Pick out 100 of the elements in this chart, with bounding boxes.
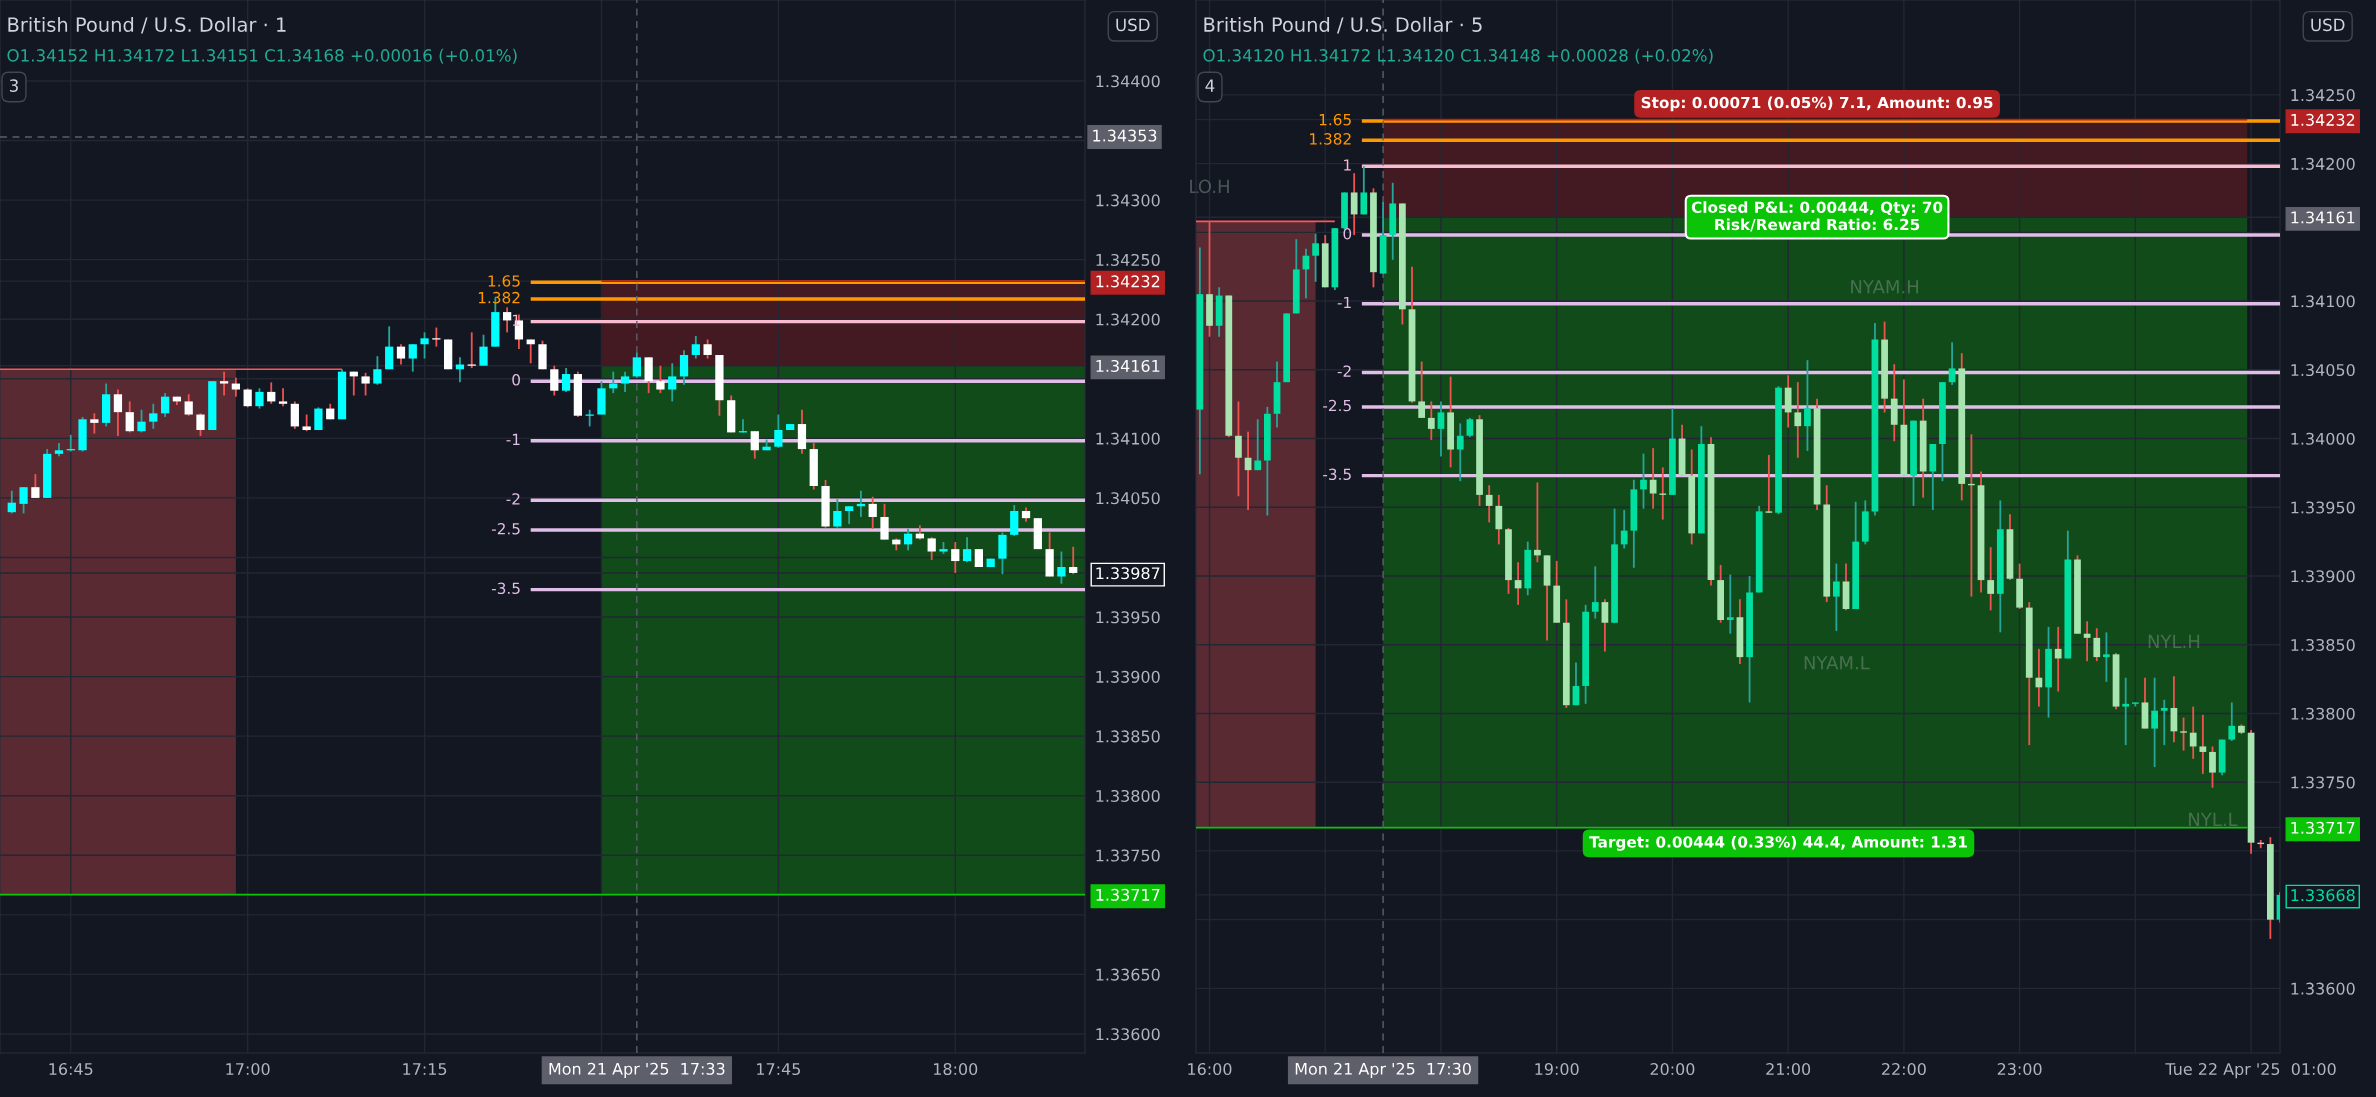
candlestick [113, 388, 123, 437]
series-label: 0 [512, 374, 520, 386]
candlestick [231, 376, 240, 398]
candlestick [1437, 400, 1445, 458]
text: British Pound / U.S. Dollar · 5 [1204, 16, 1482, 34]
y-tick-label: 1.33717 [1096, 888, 1160, 901]
series-label: 1 [512, 314, 520, 326]
candlestick [1010, 504, 1019, 537]
candlestick [2189, 705, 2197, 760]
candlestick [408, 343, 417, 373]
candlestick [1726, 573, 1734, 635]
x-tick-label: Tue 22 Apr '25 01:00 [2165, 1063, 2336, 1079]
candlestick [2209, 745, 2216, 789]
y-tick-label: 1.34161 [1096, 359, 1160, 372]
candlestick [1235, 400, 1242, 498]
y-tick-label: 1.33600 [1096, 1028, 1160, 1041]
series-label: 1.382 [1310, 133, 1351, 145]
candlestick [2151, 676, 2158, 768]
candlestick [526, 338, 535, 365]
y-tick-label: 1.34250 [2291, 89, 2355, 102]
y-tick-label: 1.34232 [1096, 275, 1160, 288]
series-label: 1 [1344, 159, 1351, 171]
series-label: 1.65 [488, 275, 520, 287]
candlestick [267, 381, 276, 405]
series-label: 1.382 [478, 291, 520, 304]
candlestick [19, 486, 28, 515]
candlestick [432, 326, 441, 348]
candlestick [1832, 562, 1840, 632]
candlestick [750, 430, 759, 460]
candlestick [1640, 452, 1647, 510]
candlestick [833, 498, 842, 529]
candlestick [1495, 493, 1503, 546]
x-tick-label: 22:00 [1882, 1063, 1926, 1076]
candlestick [278, 387, 288, 408]
candlestick [1312, 232, 1319, 283]
candlestick [679, 349, 689, 386]
x-tick-label: 16:00 [1188, 1063, 1232, 1076]
y-tick-label: 1.33850 [1096, 730, 1160, 743]
y-tick-label: 1.33850 [2291, 638, 2355, 652]
candlestick [1649, 447, 1657, 510]
candlestick [514, 313, 524, 350]
ref-line-label: Mon 21 Apr '25 17:30 [1295, 1062, 1471, 1078]
x-tick-label: 23:00 [1997, 1063, 2042, 1076]
candlestick [691, 335, 700, 360]
candlestick [125, 400, 134, 434]
candlestick [1466, 416, 1474, 439]
annotation: LO.H [1190, 179, 1229, 194]
candlestick [1069, 545, 1078, 576]
candlestick [361, 371, 370, 397]
candlestick [1360, 165, 1368, 216]
candlestick [1804, 359, 1811, 452]
candlestick [656, 364, 665, 394]
candlestick [1765, 454, 1773, 514]
candlestick [467, 331, 476, 369]
candlestick [290, 400, 299, 430]
series-label: -3.5 [491, 582, 520, 595]
y-axis-title: USD [2311, 18, 2345, 32]
x-tick-label: 21:00 [1766, 1063, 1811, 1076]
candlestick [620, 370, 630, 393]
candlestick [2093, 627, 2101, 663]
annotation: Target: 0.00444 (0.33%) 44.4, Amount: 1.31 [1589, 835, 1967, 851]
y-tick-label: 1.33950 [2291, 501, 2355, 514]
candlestick [1534, 481, 1541, 564]
annotation: Stop: 0.00071 (0.05%) 7.1, Amount: 0.95 [1641, 96, 1993, 112]
y-tick-label: 1.34100 [2291, 295, 2355, 308]
series-label: -1 [1337, 296, 1351, 309]
ref-line-label: 1.34353 [1093, 129, 1157, 142]
series-label: 1.65 [1319, 113, 1351, 126]
candlestick [1948, 341, 1956, 386]
candlestick [149, 402, 158, 430]
y-tick-label: 1.33900 [1096, 670, 1160, 683]
x-tick-label: 18:00 [934, 1063, 978, 1076]
candlestick [1456, 422, 1464, 483]
y-tick-label: 1.34250 [1096, 253, 1160, 266]
annotation: 3 [9, 79, 18, 92]
series-label: -2 [1337, 365, 1351, 377]
candlestick [184, 393, 193, 417]
y-tick-label: 1.33750 [2291, 776, 2355, 789]
candlestick [243, 387, 252, 409]
text: British Pound / U.S. Dollar · 1 [8, 16, 286, 34]
candlestick [396, 343, 406, 366]
candlestick [90, 412, 99, 435]
candlestick [880, 502, 889, 541]
y-tick-label: 1.34050 [2291, 364, 2355, 377]
candlestick [1591, 565, 1599, 620]
annotation: 4 [1205, 79, 1215, 92]
text: O1.34152 H1.34172 L1.34151 C1.34168 +0.00016 (+0.01%) [7, 48, 517, 64]
series-label: -2 [506, 493, 520, 505]
candlestick [962, 536, 972, 564]
candlestick [774, 413, 783, 449]
candlestick [7, 489, 16, 515]
y-tick-label: 1.33900 [2291, 570, 2355, 583]
y-tick-label: 1.34400 [1096, 75, 1160, 88]
y-tick-label: 1.34000 [2291, 432, 2355, 445]
ref-line-label: Mon 21 Apr '25 17:33 [549, 1062, 725, 1078]
candlestick [1620, 509, 1628, 550]
candlestick [2199, 713, 2207, 775]
candlestick [1794, 381, 1802, 459]
x-tick-label: 19:00 [1535, 1063, 1579, 1076]
y-tick-label: 1.33800 [2291, 707, 2355, 720]
